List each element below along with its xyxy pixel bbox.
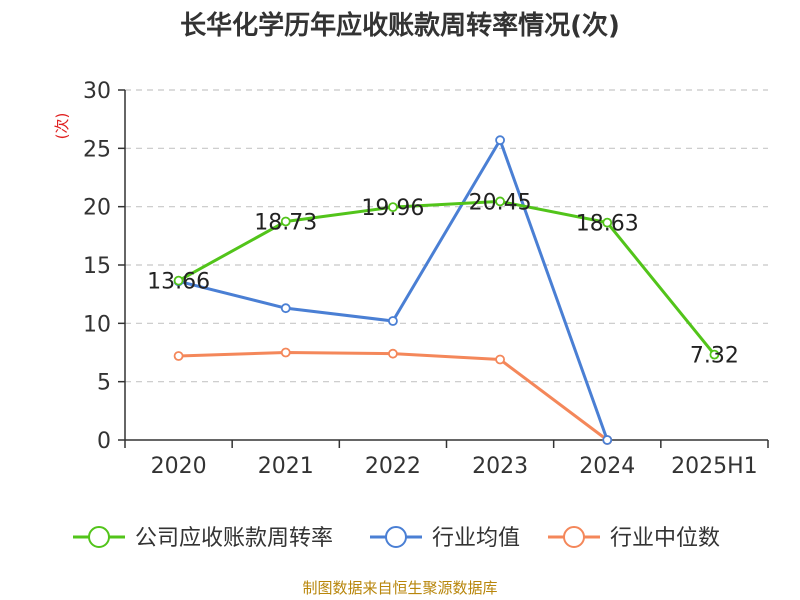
x-tick-label: 2022 [365, 454, 421, 479]
legend-label: 行业均值 [432, 526, 520, 551]
data-label: 18.63 [576, 212, 639, 237]
legend-item: 行业中位数 [548, 526, 720, 551]
data-label: 20.45 [469, 190, 532, 215]
data-label: 13.66 [147, 270, 210, 295]
legend-marker [385, 526, 407, 548]
data-labels: 13.66 18.73 19.96 20.45 18.63 7.32 [147, 190, 739, 368]
x-tick-label: 2025H1 [671, 454, 758, 479]
y-tick-label: 5 [97, 371, 111, 396]
chart-title: 长华化学历年应收账款周转率情况(次) [180, 10, 620, 41]
data-point [602, 435, 613, 445]
data-label: 19.96 [361, 196, 424, 221]
data-point [173, 351, 184, 361]
x-tick-label: 2020 [151, 454, 207, 479]
data-point [495, 196, 505, 207]
data-point [280, 303, 291, 314]
legend-item: 行业均值 [370, 526, 520, 551]
y-tick-label: 25 [83, 137, 111, 162]
legend-label: 行业中位数 [610, 526, 720, 551]
series-line [178, 351, 609, 442]
data-label: 18.73 [254, 210, 317, 235]
x-tick-label: 2024 [579, 454, 635, 479]
legend-marker [563, 526, 585, 548]
legend-marker [88, 526, 110, 548]
source-note: 制图数据来自恒生聚源数据库 [302, 579, 497, 597]
legend-label: 公司应收账款周转率 [135, 526, 333, 551]
x-tick-label: 2021 [258, 454, 314, 479]
data-point [388, 202, 398, 213]
series [173, 135, 720, 445]
data-label: 7.32 [690, 344, 739, 369]
data-point [602, 217, 613, 228]
data-point [280, 347, 291, 358]
data-point [495, 135, 505, 146]
y-tick-label: 30 [83, 79, 111, 104]
y-tick-label: 20 [83, 196, 111, 221]
y-axis-unit-label: (次) [53, 113, 71, 140]
legend-item: 公司应收账款周转率 [73, 526, 333, 551]
x-tick-label: 2023 [472, 454, 528, 479]
data-point [709, 349, 720, 360]
y-tick-label: 15 [83, 254, 111, 279]
legend: 公司应收账款周转率 行业均值 行业中位数 [73, 526, 720, 551]
y-tick-label: 0 [97, 429, 111, 454]
data-point [173, 275, 184, 286]
data-point [388, 348, 398, 359]
data-point [495, 354, 505, 365]
axes: 0 5 10 15 20 25 30 2020 2021 2022 2023 2024 2025H1 [83, 79, 769, 479]
grid [125, 89, 768, 383]
series-line [178, 138, 609, 441]
data-point [388, 316, 398, 326]
y-tick-label: 10 [83, 312, 111, 337]
series-line [177, 199, 716, 356]
data-point [280, 216, 291, 227]
